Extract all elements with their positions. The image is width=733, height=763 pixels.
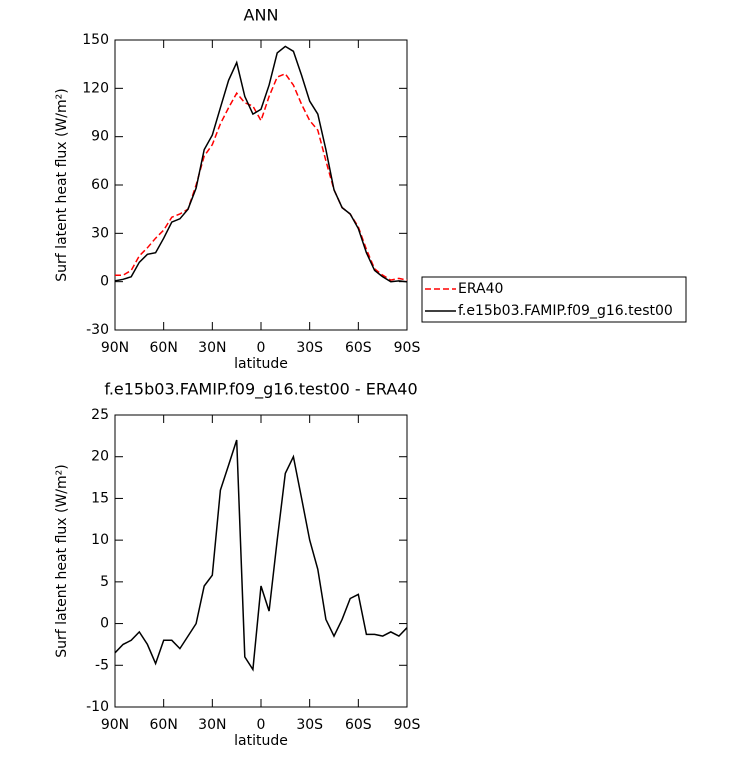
data-line [115,72,408,281]
legend-box [421,276,687,323]
y-tick-label: -5 [95,657,109,673]
x-tick-label: 60N [150,717,178,733]
x-tick-label: 30S [296,340,323,356]
x-axis-label: latitude [234,356,288,372]
x-tick-label: 30S [296,717,323,733]
y-tick-label: 10 [91,532,109,548]
y-tick-label: 25 [91,407,109,423]
x-tick-label: 60N [150,340,178,356]
y-tick-label: -30 [86,322,109,338]
y-tick-label: 90 [91,129,109,145]
y-axis-label: Surf latent heat flux (W/m²) [54,464,70,657]
data-line [114,439,408,672]
y-tick-label: 0 [100,616,109,632]
y-tick-label: 150 [82,32,109,48]
x-tick-label: 90N [101,717,129,733]
y-tick-label: 60 [91,177,109,193]
legend-label: ERA40 [458,281,503,297]
chart-title: f.e15b03.FAMIP.f09_g16.test00 - ERA40 [104,380,417,400]
y-tick-label: 0 [100,274,109,290]
y-tick-label: 120 [82,80,109,96]
legend-label: f.e15b03.FAMIP.f09_g16.test00 [458,303,673,319]
chart-title: ANN [244,6,279,25]
x-tick-label: 90S [394,717,421,733]
x-tick-label: 30N [198,340,226,356]
y-axis-label: Surf latent heat flux (W/m²) [54,88,70,281]
y-tick-label: 30 [91,225,109,241]
plot-frame [114,414,408,708]
data-line [114,45,408,283]
x-tick-label: 0 [257,340,266,356]
x-tick-label: 60S [345,340,372,356]
y-tick-label: 20 [91,449,109,465]
x-tick-label: 30N [198,717,226,733]
y-tick-label: 15 [91,490,109,506]
y-tick-label: -10 [86,699,109,715]
x-tick-label: 0 [257,717,266,733]
x-axis-label: latitude [234,733,288,749]
x-tick-label: 90S [394,340,421,356]
y-tick-label: 5 [100,574,109,590]
plot-frame [114,39,408,331]
x-tick-label: 60S [345,717,372,733]
x-tick-label: 90N [101,340,129,356]
